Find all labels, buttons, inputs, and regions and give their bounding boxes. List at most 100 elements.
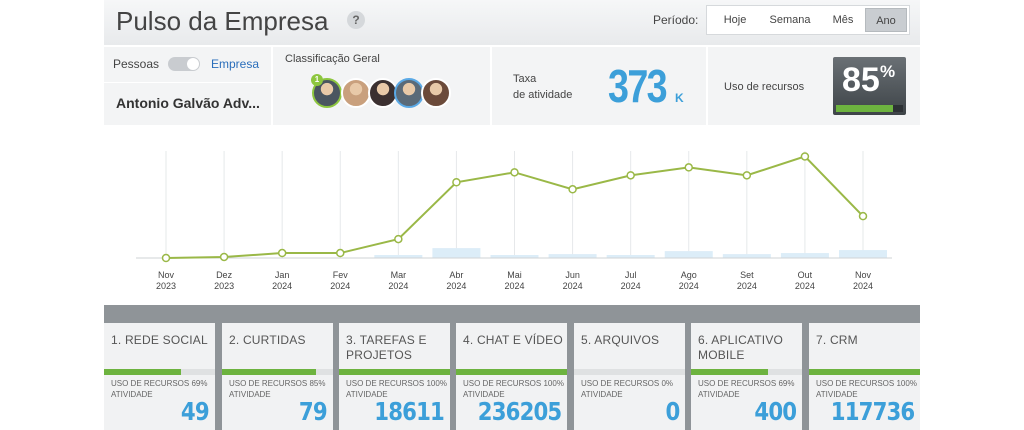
help-icon[interactable]: ? <box>347 11 365 29</box>
activity-value: 18611 <box>374 397 445 426</box>
module-card[interactable]: 7. CRM USO DE RECURSOS 100% ATIVIDADE 11773… <box>809 323 920 430</box>
x-tick-label: Jul <box>625 270 637 280</box>
period-button[interactable]: Hoje <box>723 14 747 26</box>
activity-label: ATIVIDADE <box>581 390 623 399</box>
usage-value: 69% <box>191 379 208 388</box>
period-button[interactable]: Mês <box>832 14 854 26</box>
avatar[interactable] <box>368 78 398 108</box>
avatar[interactable] <box>394 78 424 108</box>
x-tick-label: 2024 <box>737 281 757 291</box>
x-tick-label: Mai <box>507 270 522 280</box>
bar <box>664 251 713 258</box>
usage-text: USO DE RECURSOS 100% <box>816 379 917 388</box>
resources-bar <box>836 105 893 112</box>
point[interactable] <box>161 253 171 263</box>
module-card[interactable]: 2. CURTIDAS USO DE RECURSOS 85% ATIVIDADE 7… <box>222 323 333 430</box>
bar <box>722 254 771 258</box>
ranking-panel: Classificação Geral 1 <box>273 47 492 125</box>
rank-badge: 1 <box>311 74 323 86</box>
x-tick-label: 2024 <box>563 281 583 291</box>
point[interactable] <box>684 163 693 172</box>
module-title: 6. APLICATIVO MOBILE <box>698 333 784 362</box>
x-tick-label: 2024 <box>388 281 408 291</box>
resources-value: 85 <box>842 61 880 99</box>
usage-value: 100% <box>896 379 917 388</box>
resources-panel: Uso de recursos 85 % <box>708 47 920 125</box>
module-card[interactable]: 6. APLICATIVO MOBILE USO DE RECURSOS 69% A… <box>691 323 802 430</box>
activity-label: ATIVIDADE <box>816 390 858 399</box>
module-card[interactable]: 5. ARQUIVOS USO DE RECURSOS 0% ATIVIDADE 0 <box>574 323 685 430</box>
x-tick-label: 2024 <box>853 281 873 291</box>
avatar[interactable] <box>421 78 451 108</box>
point[interactable] <box>742 171 752 180</box>
x-tick-label: 2023 <box>214 281 234 291</box>
usage-text: USO DE RECURSOS 85% <box>229 379 325 388</box>
point[interactable] <box>219 252 229 262</box>
bar <box>780 253 829 258</box>
point[interactable] <box>626 171 635 180</box>
resources-label: Uso de recursos <box>724 81 805 93</box>
activity-value: 373 <box>608 60 668 112</box>
module-title: 1. REDE SOCIAL <box>111 333 208 347</box>
usage-bar <box>809 369 920 375</box>
ranking-title: Classificação Geral <box>285 53 380 65</box>
usage-label: USO DE RECURSOS <box>111 379 190 388</box>
usage-label: USO DE RECURSOS <box>816 379 895 388</box>
point[interactable] <box>452 178 461 187</box>
module-title: 4. CHAT E VÍDEO <box>463 333 563 347</box>
module-title: 3. TAREFAS E PROJETOS <box>346 333 427 362</box>
x-tick-label: 2024 <box>795 281 815 291</box>
usage-bar <box>691 369 768 375</box>
period-button[interactable]: Semana <box>769 14 811 26</box>
module-card[interactable]: 1. REDE SOCIAL USO DE RECURSOS 69% ATIVIDA… <box>104 323 215 430</box>
usage-track <box>691 369 802 375</box>
module-card[interactable]: 4. CHAT E VÍDEO USO DE RECURSOS 100% ATIVI… <box>456 323 567 430</box>
activity-label: ATIVIDADE <box>463 390 505 399</box>
toggle-option[interactable]: Empresa <box>211 57 260 71</box>
resources-track <box>836 105 903 112</box>
bar <box>432 248 481 258</box>
usage-bar <box>339 369 450 375</box>
activity-value: 400 <box>754 397 797 426</box>
company-name[interactable]: Antonio Galvão Adv... <box>116 95 260 111</box>
activity-label: Taxa <box>513 73 537 85</box>
x-tick-label: Abr <box>449 270 463 280</box>
usage-track <box>456 369 567 375</box>
point[interactable] <box>277 248 287 258</box>
module-card[interactable]: 3. TAREFAS E PROJETOS USO DE RECURSOS 100… <box>339 323 450 430</box>
activity-panel: Taxa de atividade 373 K <box>492 47 708 125</box>
activity-label: de atividade <box>513 89 573 101</box>
point[interactable] <box>858 211 868 221</box>
bar <box>490 255 539 258</box>
bar <box>606 255 655 258</box>
point[interactable] <box>510 168 519 177</box>
usage-track <box>339 369 450 375</box>
usage-value: 0% <box>661 379 674 388</box>
bar <box>374 255 423 258</box>
header: Pulso da Empresa ? Período: Hoje Semana Mê… <box>104 0 920 45</box>
usage-label: USO DE RECURSOS <box>229 379 308 388</box>
activity-label: ATIVIDADE <box>229 390 271 399</box>
usage-value: 69% <box>778 379 795 388</box>
x-tick-label: Mar <box>391 270 407 280</box>
usage-bar <box>104 369 181 375</box>
usage-text: USO DE RECURSOS 100% <box>346 379 447 388</box>
x-tick-label: Set <box>740 270 754 280</box>
usage-label: USO DE RECURSOS <box>698 379 777 388</box>
period-button[interactable]: Ano <box>865 8 907 32</box>
point[interactable] <box>394 234 403 244</box>
toggle[interactable] <box>168 57 200 71</box>
usage-value: 100% <box>426 379 447 388</box>
modules: 1. REDE SOCIAL USO DE RECURSOS 69% ATIVIDA… <box>104 305 920 430</box>
toggle-option[interactable]: Pessoas <box>113 57 160 71</box>
activity-value: 49 <box>181 397 210 426</box>
avatar[interactable] <box>341 78 371 108</box>
filter-panel: Pessoas Empresa Antonio Galvão Adv... <box>104 47 273 125</box>
point[interactable] <box>336 248 345 258</box>
point[interactable] <box>800 152 810 161</box>
point[interactable] <box>568 185 577 194</box>
x-tick-label: Nov <box>855 270 872 280</box>
x-tick-label: 2023 <box>156 281 176 291</box>
x-tick-label: 2024 <box>621 281 641 291</box>
